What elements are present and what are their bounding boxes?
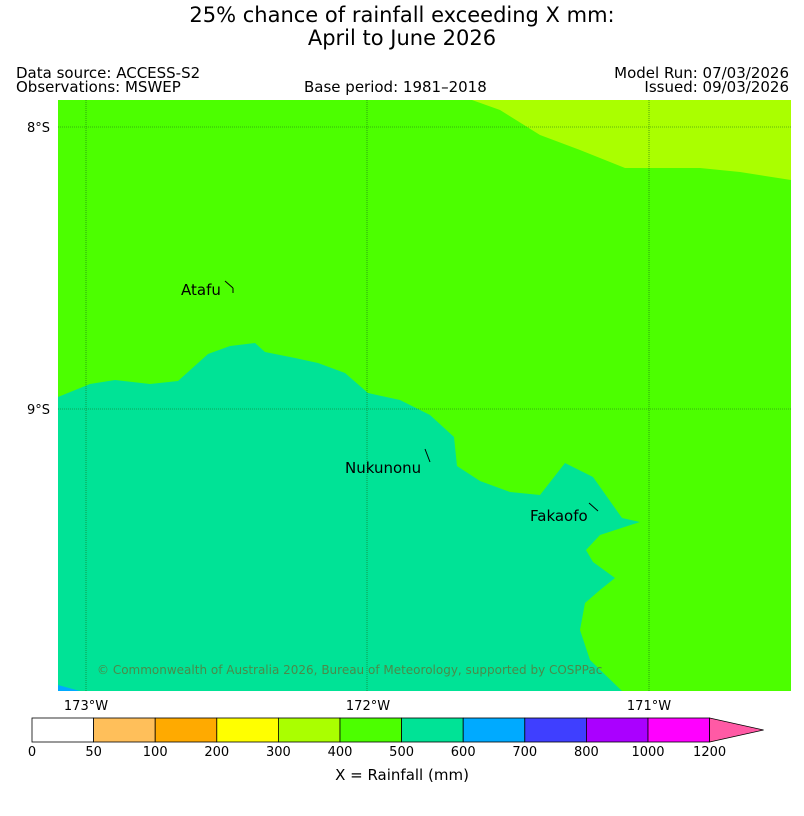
base-period: Base period: 1981–2018	[304, 78, 487, 96]
data-source: Data source: ACCESS-S2	[16, 64, 201, 82]
region-500-600	[58, 343, 640, 691]
colorbar-segment	[154, 717, 218, 743]
map-title-line1: 25% chance of rainfall exceeding X mm:	[189, 3, 615, 27]
observations: Observations: MSWEP	[16, 78, 181, 96]
colorbar-segment	[339, 717, 402, 743]
place-label-atafu: Atafu	[181, 281, 221, 299]
nukunonu-marker	[424, 448, 431, 463]
lon-label: 172°W	[346, 699, 390, 714]
place-label-fakaofo: Fakaofo	[530, 507, 588, 525]
issued-date: Issued: 09/03/2026	[644, 78, 789, 96]
fakaofo-marker	[588, 502, 599, 512]
colorbar-tick-label: 300	[265, 745, 291, 760]
colorbar-segment	[524, 717, 587, 743]
colorbar-tick-label: 800	[573, 745, 599, 760]
colorbar-extension-arrow	[709, 717, 764, 743]
colorbar-tick-label: 500	[389, 745, 415, 760]
region-300-400	[472, 100, 791, 180]
colorbar-title: X = Rainfall (mm)	[335, 766, 469, 784]
place-label-nukunonu: Nukunonu	[345, 459, 421, 477]
colorbar-tick-label: 100	[142, 745, 168, 760]
colorbar-tick-label: 50	[85, 745, 102, 760]
colorbar-segment	[93, 717, 156, 743]
graticule	[58, 100, 791, 691]
colorbar	[31, 717, 764, 743]
colorbar-segment	[401, 717, 464, 743]
colorbar-segment	[277, 717, 341, 743]
colorbar-tick-label: 400	[327, 745, 353, 760]
map-title-line2: April to June 2026	[307, 26, 497, 50]
region-600-700	[58, 685, 80, 691]
atafu-marker	[224, 280, 234, 289]
colorbar-tick-label: 0	[27, 745, 37, 760]
colorbar-segment	[462, 717, 526, 743]
colorbar-tick-label: 200	[204, 745, 230, 760]
lon-label: 171°W	[627, 699, 671, 714]
colorbar-tick-label: 600	[450, 745, 476, 760]
colorbar-segment	[586, 717, 649, 743]
model-run: Model Run: 07/03/2026	[614, 64, 789, 82]
colorbar-segment	[216, 717, 279, 743]
colorbar-tick-label: 1200	[693, 745, 727, 760]
copyright-notice: © Commonwealth of Australia 2026, Bureau…	[97, 663, 602, 677]
lat-label: 8°S	[27, 121, 50, 136]
colorbar-tick-label: 1000	[631, 745, 665, 760]
colorbar-tick-label: 700	[512, 745, 538, 760]
lat-label: 9°S	[27, 403, 50, 418]
lon-label: 173°W	[64, 699, 108, 714]
colorbar-segment	[647, 717, 710, 743]
colorbar-segment	[31, 717, 94, 743]
